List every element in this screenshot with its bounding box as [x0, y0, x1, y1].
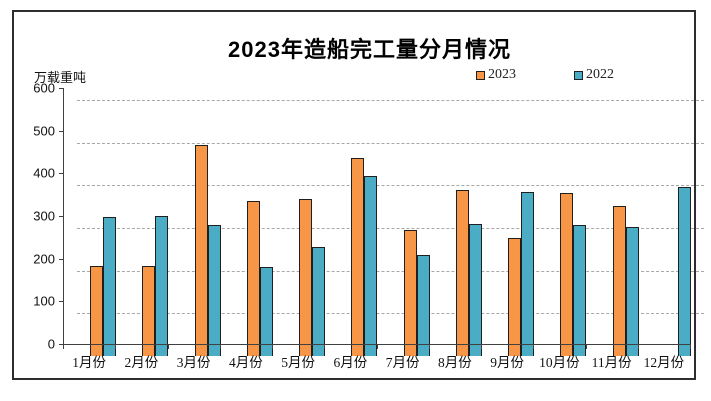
- y-axis-line: [63, 88, 64, 345]
- legend-label-2023: 2023: [488, 67, 516, 82]
- x-axis-label: 1月份: [72, 355, 106, 370]
- bar-2022: [677, 187, 691, 356]
- x-axis-tick: [272, 345, 273, 349]
- x-axis-label: 6月份: [333, 355, 368, 370]
- bar-2023: [351, 158, 365, 356]
- gridline-400: [77, 185, 704, 187]
- y-axis-tick-label: 100: [33, 293, 55, 309]
- x-axis-label: 3月份: [176, 355, 211, 370]
- legend: 2023 2022: [476, 67, 614, 83]
- x-axis-tick: [167, 345, 169, 349]
- chart-title: 2023年造船完工量分月情况: [228, 37, 511, 62]
- bar-2023: [142, 266, 156, 356]
- bar-2022: [364, 176, 378, 356]
- x-axis-tick: [690, 345, 691, 349]
- x-axis-tick: [324, 345, 326, 349]
- bar-2023: [455, 190, 469, 356]
- y-axis-tick: [59, 258, 63, 260]
- chart-frame: 2023年造船完工量分月情况 万载重吨 2023 2022: [12, 10, 704, 380]
- bar-2022: [155, 216, 169, 356]
- x-axis-label: 12月份: [643, 355, 685, 370]
- x-axis-tick: [219, 345, 221, 349]
- bar-2023: [194, 145, 208, 356]
- x-axis-label: 4月份: [229, 355, 263, 370]
- x-axis-tick: [585, 345, 587, 349]
- legend-swatch-2022-icon: [574, 70, 583, 80]
- gridline-600: [77, 100, 704, 101]
- legend-item-2022: 2022: [574, 67, 614, 83]
- y-axis-tick-label: 200: [33, 251, 55, 267]
- bar-2022: [625, 227, 639, 356]
- x-axis-label: 10月份: [539, 355, 580, 370]
- bar-2023: [508, 238, 522, 356]
- bar-2022: [416, 255, 430, 356]
- bar-2023: [403, 230, 417, 356]
- bar-2022: [468, 224, 482, 356]
- bar-2023: [90, 266, 104, 356]
- x-axis-tick: [376, 345, 378, 349]
- gridline-100: [77, 313, 704, 315]
- y-axis-tick: [59, 130, 63, 132]
- x-axis-tick: [481, 345, 482, 349]
- bar-2023: [612, 206, 626, 356]
- x-axis-label: 2月份: [124, 355, 159, 370]
- y-axis-tick-label: 0: [47, 336, 55, 352]
- x-axis-label: 11月份: [591, 355, 632, 370]
- y-axis-tick: [59, 301, 63, 303]
- y-axis-tick-label: 400: [33, 165, 55, 181]
- bar-2023: [560, 193, 574, 356]
- bar-2022: [207, 225, 221, 356]
- y-axis-tick-label: 300: [33, 208, 55, 224]
- x-axis-tick: [428, 345, 430, 349]
- x-axis-label: 5月份: [281, 355, 315, 370]
- x-axis-tick: [533, 345, 535, 349]
- x-axis-tick: [637, 345, 639, 349]
- gridline-500: [77, 142, 704, 144]
- y-axis-unit-label: 万载重吨: [34, 70, 87, 85]
- y-axis-tick: [59, 173, 63, 175]
- x-axis-line: [63, 344, 691, 345]
- x-axis-label: 8月份: [438, 355, 472, 370]
- gridline-200: [77, 270, 704, 272]
- x-axis-label: 7月份: [385, 355, 420, 370]
- bar-2022: [573, 225, 587, 356]
- x-axis-label: 9月份: [490, 355, 524, 370]
- bar-2022: [259, 267, 273, 356]
- y-axis-tick: [59, 88, 63, 89]
- legend-item-2023: 2023: [476, 67, 516, 83]
- bar-2022: [312, 247, 326, 356]
- y-axis-tick-label: 500: [33, 123, 55, 139]
- bar-2022: [521, 192, 535, 356]
- legend-label-2022: 2022: [586, 67, 614, 82]
- bar-2022: [103, 217, 117, 356]
- x-axis-tick: [115, 345, 117, 349]
- x-axis-tick: [63, 345, 64, 349]
- gridline-300: [77, 228, 704, 229]
- legend-swatch-2023-icon: [476, 70, 485, 80]
- bar-2023: [246, 201, 260, 356]
- bar-2023: [299, 199, 313, 356]
- plot-area: [77, 100, 704, 356]
- y-axis-tick: [59, 344, 63, 345]
- y-axis-tick: [59, 216, 63, 217]
- y-axis-tick-label: 600: [33, 80, 55, 96]
